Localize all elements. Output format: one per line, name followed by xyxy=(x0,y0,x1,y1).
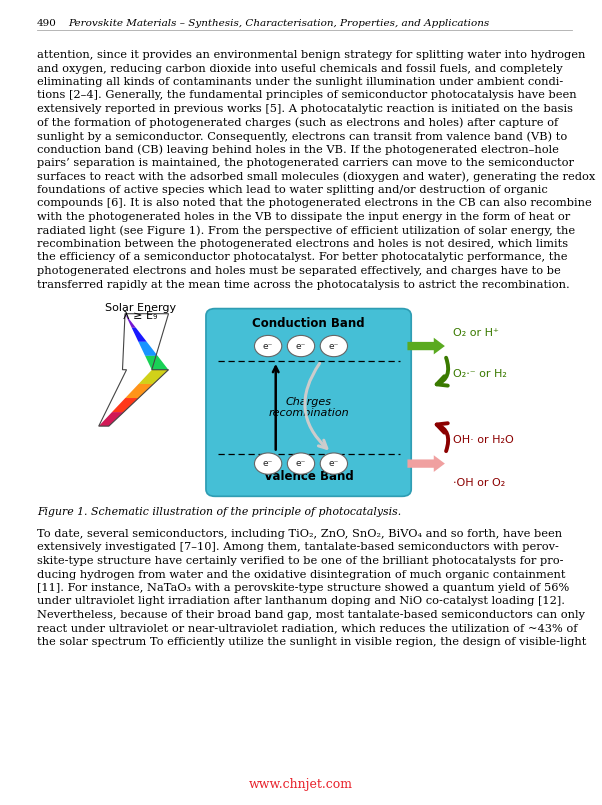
Text: O₂ or H⁺: O₂ or H⁺ xyxy=(453,328,498,337)
Circle shape xyxy=(287,453,315,474)
Text: extensively reported in previous works [5]. A photocatalytic reaction is initiat: extensively reported in previous works [… xyxy=(37,104,573,114)
Text: λ ≥ E₉: λ ≥ E₉ xyxy=(123,311,158,320)
Text: attention, since it provides an environmental benign strategy for splitting wate: attention, since it provides an environm… xyxy=(37,50,585,60)
Circle shape xyxy=(255,453,282,474)
Text: Perovskite Materials – Synthesis, Characterisation, Properties, and Applications: Perovskite Materials – Synthesis, Charac… xyxy=(68,19,489,28)
Polygon shape xyxy=(132,328,147,342)
Text: Solar Energy: Solar Energy xyxy=(105,303,176,312)
Text: foundations of active species which lead to water splitting and/or destruction o: foundations of active species which lead… xyxy=(37,185,548,195)
Text: recombination between the photogenerated electrons and holes is not desired, whi: recombination between the photogenerated… xyxy=(37,239,568,249)
Circle shape xyxy=(320,453,347,474)
Polygon shape xyxy=(125,314,136,328)
Text: photogenerated electrons and holes must be separated effectively, and charges ha: photogenerated electrons and holes must … xyxy=(37,266,560,276)
Text: compounds [6]. It is also noted that the photogenerated electrons in the CB can : compounds [6]. It is also noted that the… xyxy=(37,199,592,208)
Text: e⁻: e⁻ xyxy=(329,459,339,468)
Polygon shape xyxy=(125,384,154,398)
Text: Valence Band: Valence Band xyxy=(264,470,353,483)
Text: surfaces to react with the adsorbed small molecules (dioxygen and water), genera: surfaces to react with the adsorbed smal… xyxy=(37,171,595,182)
FancyArrowPatch shape xyxy=(408,338,445,354)
Text: sunlight by a semiconductor. Consequently, electrons can transit from valence ba: sunlight by a semiconductor. Consequentl… xyxy=(37,131,567,142)
Text: the efficiency of a semiconductor photocatalyst. For better photocatalytic perfo: the efficiency of a semiconductor photoc… xyxy=(37,253,568,262)
FancyArrowPatch shape xyxy=(408,456,445,472)
Text: under ultraviolet light irradiation after lanthanum doping and NiO co-catalyst l: under ultraviolet light irradiation afte… xyxy=(37,597,565,606)
FancyArrowPatch shape xyxy=(305,363,327,448)
Text: transferred rapidly at the mean time across the photocatalysis to astrict the re: transferred rapidly at the mean time acr… xyxy=(37,279,569,290)
Polygon shape xyxy=(145,356,169,370)
Text: Conduction Band: Conduction Band xyxy=(252,317,365,330)
Text: e⁻: e⁻ xyxy=(296,459,306,468)
Text: tions [2–4]. Generally, the fundamental principles of semiconductor photocatalys: tions [2–4]. Generally, the fundamental … xyxy=(37,90,577,101)
Polygon shape xyxy=(112,398,138,412)
Text: To date, several semiconductors, including TiO₂, ZnO, SnO₂, BiVO₄ and so forth, : To date, several semiconductors, includi… xyxy=(37,529,562,539)
Circle shape xyxy=(287,336,315,357)
Text: extensively investigated [7–10]. Among them, tantalate-based semiconductors with: extensively investigated [7–10]. Among t… xyxy=(37,543,559,552)
FancyArrowPatch shape xyxy=(436,423,448,451)
Text: conduction band (CB) leaving behind holes in the VB. If the photogenerated elect: conduction band (CB) leaving behind hole… xyxy=(37,145,559,155)
FancyBboxPatch shape xyxy=(206,308,411,497)
Text: e⁻: e⁻ xyxy=(296,341,306,350)
Text: e⁻: e⁻ xyxy=(329,341,339,350)
Polygon shape xyxy=(99,412,124,426)
Text: Charges
recombination: Charges recombination xyxy=(268,397,349,419)
Text: [11]. For instance, NaTaO₃ with a perovskite-type structure showed a quantum yie: [11]. For instance, NaTaO₃ with a perovs… xyxy=(37,583,569,593)
Text: OH‧ or H₂O: OH‧ or H₂O xyxy=(453,435,514,445)
Text: 490: 490 xyxy=(37,19,57,28)
Text: Nevertheless, because of their broad band gap, most tantalate-based semiconducto: Nevertheless, because of their broad ban… xyxy=(37,610,585,620)
Text: ducing hydrogen from water and the oxidative disintegration of much organic cont: ducing hydrogen from water and the oxida… xyxy=(37,569,565,580)
Text: pairs’ separation is maintained, the photogenerated carriers can move to the sem: pairs’ separation is maintained, the pho… xyxy=(37,158,574,168)
Text: the solar spectrum To efficiently utilize the sunlight in visible region, the de: the solar spectrum To efficiently utiliz… xyxy=(37,637,586,647)
Text: e⁻: e⁻ xyxy=(263,341,273,350)
Text: and oxygen, reducing carbon dioxide into useful chemicals and fossil fuels, and : and oxygen, reducing carbon dioxide into… xyxy=(37,64,563,73)
Text: skite-type structure have certainly verified to be one of the brilliant photocat: skite-type structure have certainly veri… xyxy=(37,556,563,566)
Text: eliminating all kinds of contaminants under the sunlight illumination under ambi: eliminating all kinds of contaminants un… xyxy=(37,77,563,87)
Text: react under ultraviolet or near-ultraviolet radiation, which reduces the utiliza: react under ultraviolet or near-ultravio… xyxy=(37,624,577,634)
Text: ⋅OH or O₂: ⋅OH or O₂ xyxy=(453,477,505,488)
Text: Figure 1. Schematic illustration of the principle of photocatalysis.: Figure 1. Schematic illustration of the … xyxy=(37,507,402,517)
Text: radiated light (see Figure 1). From the perspective of efficient utilization of : radiated light (see Figure 1). From the … xyxy=(37,225,575,236)
Text: O₂⋅⁻ or H₂: O₂⋅⁻ or H₂ xyxy=(453,369,506,378)
Polygon shape xyxy=(138,342,158,356)
Circle shape xyxy=(255,336,282,357)
Text: e⁻: e⁻ xyxy=(263,459,273,468)
Text: www.chnjet.com: www.chnjet.com xyxy=(249,778,353,791)
Polygon shape xyxy=(138,370,169,384)
Circle shape xyxy=(320,336,347,357)
Text: of the formation of photogenerated charges (such as electrons and holes) after c: of the formation of photogenerated charg… xyxy=(37,118,558,128)
FancyArrowPatch shape xyxy=(436,357,448,386)
Text: with the photogenerated holes in the VB to dissipate the input energy in the for: with the photogenerated holes in the VB … xyxy=(37,212,570,222)
